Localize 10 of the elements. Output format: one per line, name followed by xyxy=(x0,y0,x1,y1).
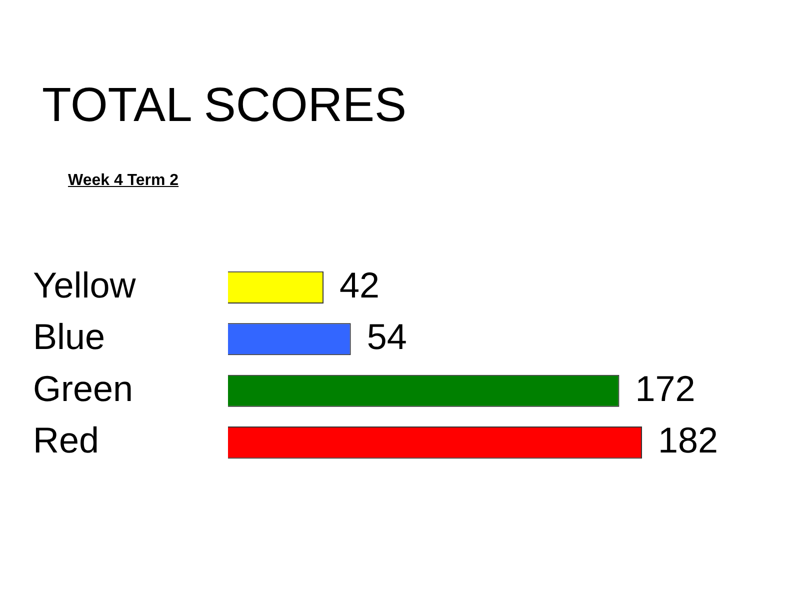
y-tick-label: Red xyxy=(33,419,100,460)
data-label: 54 xyxy=(366,316,407,358)
data-label: 172 xyxy=(635,368,696,409)
chart-title: TOTAL SCORES xyxy=(42,78,407,133)
y-tick-label: Green xyxy=(33,368,134,409)
data-label: 182 xyxy=(658,419,718,460)
y-tick-label: Blue xyxy=(33,316,106,358)
data-label: 42 xyxy=(340,264,380,306)
chart-subtitle: Week 4 Term 2 xyxy=(68,172,179,190)
y-tick-label: Yellow xyxy=(33,264,137,306)
